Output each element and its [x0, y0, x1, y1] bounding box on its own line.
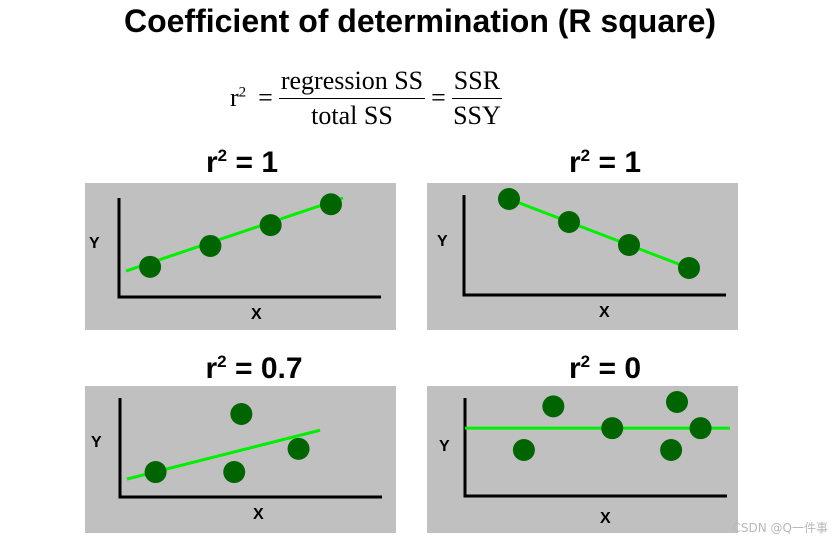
- data-point: [319, 193, 342, 216]
- numerator-ssr: SSR: [451, 66, 503, 99]
- data-point: [144, 461, 167, 484]
- r-squared-formula: r2 = regression SS total SS = SSR SSY: [230, 58, 503, 138]
- data-point: [689, 417, 712, 440]
- panel-title-2-exp: 2: [580, 146, 591, 165]
- denominator-ssy: SSY: [453, 100, 501, 130]
- panel-title-3: r2 = 0.7: [104, 352, 404, 386]
- panel-title-3-value: = 0.7: [226, 352, 303, 385]
- panel-title-4-base: r: [568, 352, 581, 385]
- x-axis-label-1: X: [251, 306, 262, 323]
- data-point: [498, 188, 520, 210]
- panel-title-1-base: r: [205, 146, 218, 179]
- axes: [462, 195, 726, 297]
- x-axis-label-3: X: [253, 506, 264, 523]
- formula-equals-2: =: [431, 83, 446, 112]
- panel-title-4-exp: 2: [580, 352, 591, 371]
- panel-title-2-base: r: [568, 146, 581, 179]
- fraction-ssr-ssy: SSR SSY: [451, 66, 503, 131]
- data-point: [618, 234, 640, 256]
- data-point: [259, 214, 282, 237]
- data-point: [139, 255, 162, 278]
- regression-line: [508, 197, 690, 270]
- panel-title-3-base: r: [205, 352, 218, 385]
- data-point: [678, 257, 700, 279]
- y-axis-label-1: Y: [89, 235, 100, 252]
- data-point: [666, 391, 688, 413]
- scatter-panel-3: Y X: [85, 386, 396, 533]
- scatter-panel-2: Y X: [427, 183, 738, 330]
- scatter-panel-4: Y X: [427, 386, 738, 533]
- axes: [463, 398, 727, 498]
- fraction-ss: regression SS total SS: [278, 66, 426, 131]
- data-point: [601, 417, 624, 440]
- x-axis-label-2: X: [599, 304, 610, 321]
- data-point: [287, 437, 310, 460]
- axes: [118, 398, 382, 499]
- scatter-panel-1: Y X: [85, 183, 396, 330]
- regression-line: [125, 196, 344, 273]
- numerator-regression-ss: regression SS: [278, 66, 426, 99]
- data-point: [512, 439, 535, 461]
- formula-r: r: [230, 83, 239, 112]
- data-point: [230, 403, 253, 425]
- data-point: [223, 461, 246, 484]
- formula-exponent: 2: [238, 84, 247, 101]
- data-point: [558, 211, 580, 233]
- y-axis-label-3: Y: [91, 434, 102, 451]
- data-point: [542, 395, 565, 418]
- page-title: Coefficient of determination (R square): [123, 3, 717, 39]
- scatter-plot-3: [118, 398, 382, 499]
- denominator-total-ss: total SS: [311, 100, 393, 130]
- axes: [117, 198, 381, 299]
- scatter-plot-4: [463, 391, 730, 498]
- watermark: CSDN @Q一件事: [732, 521, 828, 535]
- panel-title-1-value: = 1: [227, 146, 279, 179]
- y-axis-label-4: Y: [439, 438, 450, 455]
- panel-title-3-exp: 2: [217, 352, 227, 371]
- formula-lhs: r2: [230, 83, 246, 113]
- formula-equals-1: =: [258, 83, 273, 112]
- y-axis-label-2: Y: [437, 233, 448, 250]
- scatter-plot-1: [117, 193, 381, 299]
- data-point: [199, 234, 222, 257]
- panel-title-2-value: = 1: [590, 146, 642, 179]
- scatter-plot-2: [462, 188, 726, 297]
- panel-title-4: r2 = 0: [455, 352, 755, 386]
- panel-title-1-exp: 2: [217, 146, 228, 165]
- panel-title-1: r2 = 1: [92, 146, 392, 180]
- x-axis-label-4: X: [600, 510, 611, 527]
- panel-title-4-value: = 0: [590, 352, 642, 385]
- data-point: [660, 439, 683, 461]
- panel-title-2: r2 = 1: [455, 146, 755, 180]
